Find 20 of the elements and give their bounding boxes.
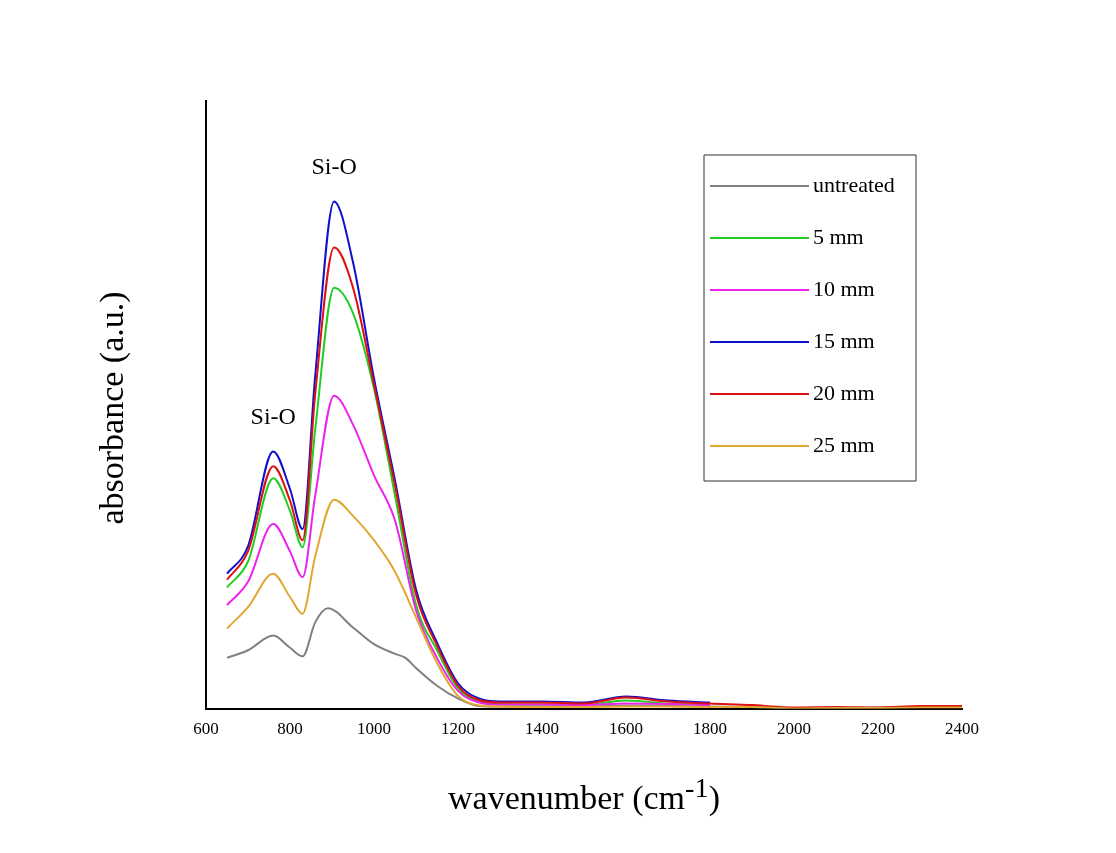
x-tick-label: 1200	[441, 719, 475, 739]
x-tick-label: 1400	[525, 719, 559, 739]
x-tick-label: 1000	[357, 719, 391, 739]
legend-label: 25 mm	[813, 431, 875, 457]
x-tick-label: 800	[277, 719, 303, 739]
x-tick-label: 600	[193, 719, 219, 739]
y-axis-title: absorbance (a.u.)	[93, 291, 131, 525]
legend-label: untreated	[813, 171, 895, 197]
x-tick-label: 2400	[945, 719, 979, 739]
legend-label: 10 mm	[813, 275, 875, 301]
legend-label: 20 mm	[813, 379, 875, 405]
x-tick-label: 1800	[693, 719, 727, 739]
legend-label: 15 mm	[813, 327, 875, 353]
annotation: Si-O	[250, 402, 296, 429]
x-tick-label: 2200	[861, 719, 895, 739]
x-axis-title: wavenumber (cm$^{-1}$)	[447, 772, 721, 818]
x-tick-label: 1600	[609, 719, 643, 739]
annotation: Si-O	[311, 152, 357, 179]
legend-label: 5 mm	[813, 223, 864, 249]
x-tick-label: 2000	[777, 719, 811, 739]
